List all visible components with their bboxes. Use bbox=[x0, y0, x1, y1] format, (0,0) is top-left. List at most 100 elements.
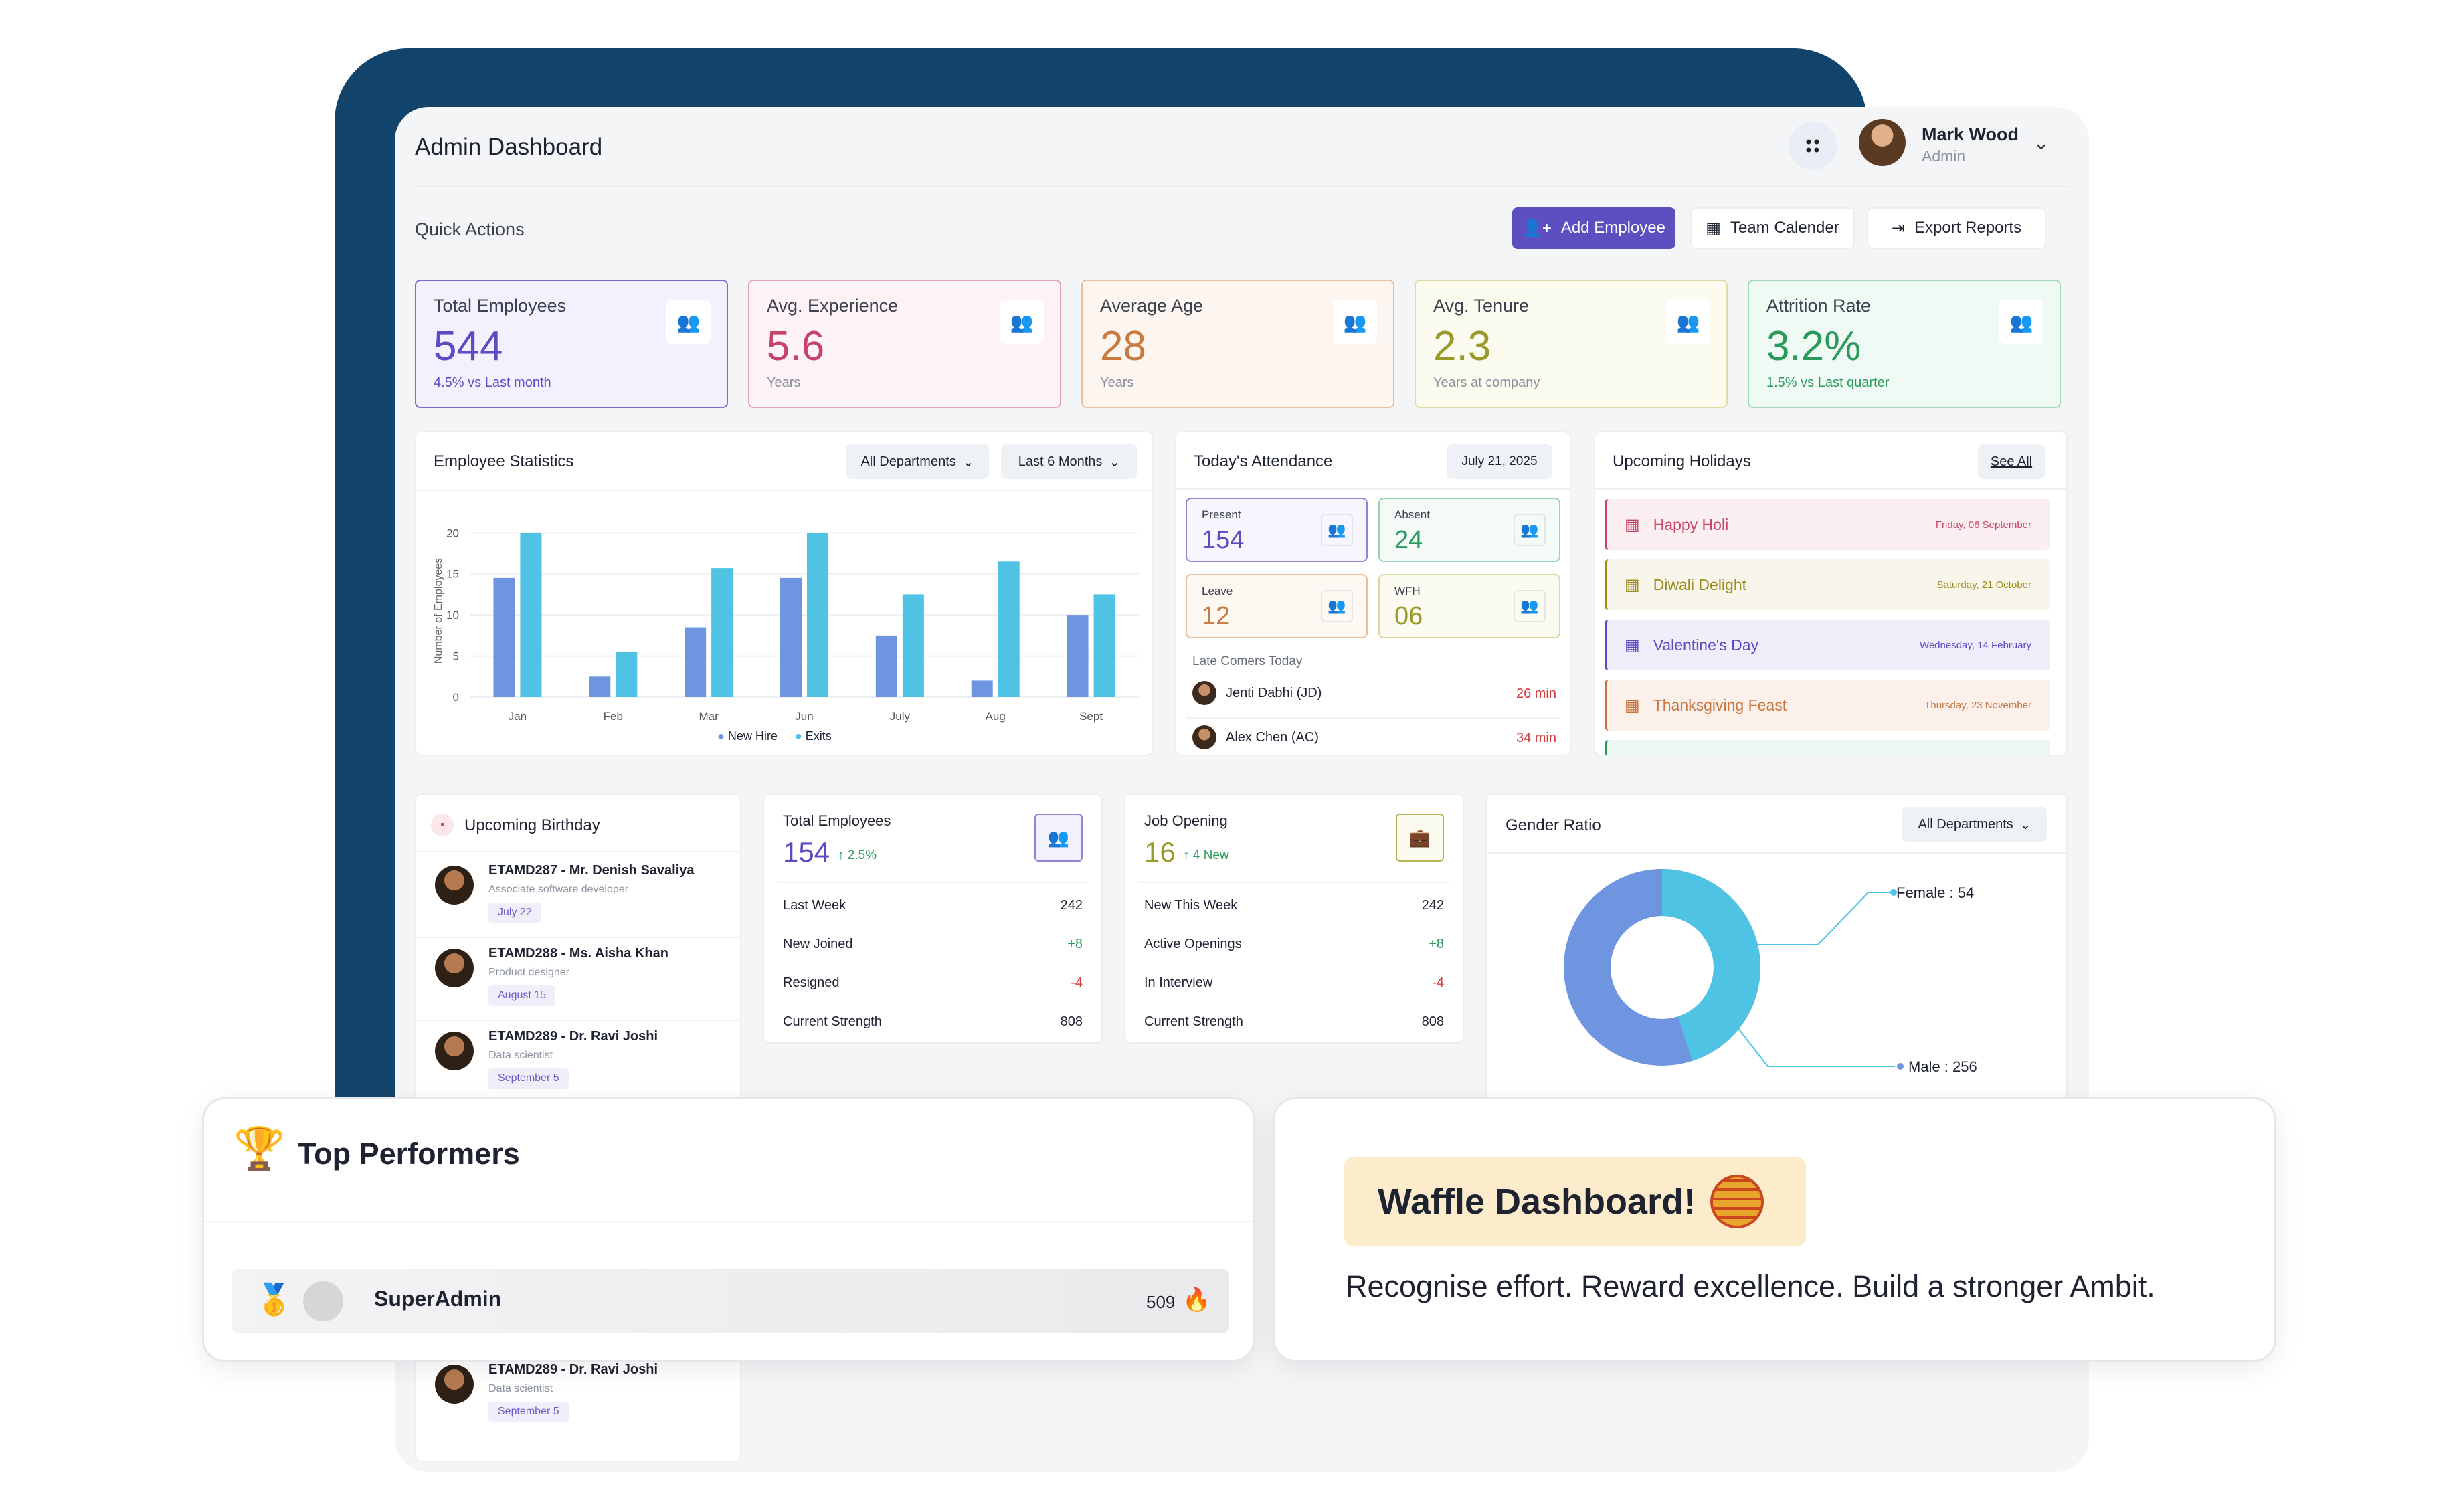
avatar bbox=[435, 866, 474, 905]
y-tick-label: 20 bbox=[446, 527, 459, 539]
avatar bbox=[1192, 681, 1216, 705]
bar-new-hire bbox=[685, 627, 707, 697]
wfh-box: WFH 06 👥 bbox=[1378, 574, 1560, 638]
calendar-icon: ▦ bbox=[1706, 219, 1721, 238]
bar-new-hire bbox=[589, 676, 611, 697]
x-tick-label: Aug bbox=[986, 710, 1006, 723]
total-employees-card: Total Employees 154 ↑ 2.5% 👥 Last Week 24… bbox=[763, 793, 1103, 1044]
calendar-icon: ▦ bbox=[1625, 636, 1640, 654]
top-performers-card: 🏆 Top Performers 🥇 SuperAdmin 509 🔥 bbox=[202, 1097, 1255, 1362]
attendance-card: Today's Attendance July 21, 2025 Present… bbox=[1175, 431, 1571, 756]
birthday-item: ETAMD289 - Dr. Ravi Joshi Data scientist S… bbox=[435, 1029, 658, 1089]
avatar bbox=[435, 949, 474, 987]
calendar-icon: ▦ bbox=[1625, 515, 1640, 534]
top-performers-title: Top Performers bbox=[298, 1137, 520, 1171]
users-icon: 👥 bbox=[1321, 514, 1353, 546]
job-opening-card: Job Opening 16 ↑ 4 New 💼 New This Week 24… bbox=[1124, 793, 1464, 1044]
female-segment bbox=[1564, 869, 1760, 1066]
chevron-down-icon: ⌄ bbox=[2019, 817, 2031, 832]
bar-exits bbox=[711, 568, 733, 697]
x-tick-label: Sept bbox=[1079, 710, 1103, 723]
see-all-link[interactable]: See All bbox=[1978, 444, 2045, 479]
late-comer-row: Jenti Dabhi (JD) bbox=[1192, 681, 1322, 705]
users-icon: 👥 bbox=[1999, 300, 2043, 344]
team-calendar-button[interactable]: ▦ Team Calender bbox=[1690, 207, 1855, 249]
users-icon: 👥 bbox=[1333, 300, 1377, 344]
performer-row[interactable]: 🥇 SuperAdmin 509 🔥 bbox=[232, 1269, 1229, 1333]
bar-new-hire bbox=[875, 635, 897, 697]
bar-exits bbox=[616, 652, 638, 697]
bar-exits bbox=[998, 561, 1020, 697]
users-icon: 👥 bbox=[1000, 300, 1044, 344]
users-icon: 👥 bbox=[1514, 514, 1546, 546]
stat-avg-tenure: Avg. Tenure 2.3 Years at company 👥 bbox=[1415, 280, 1728, 408]
add-employee-button[interactable]: 👤+ Add Employee bbox=[1512, 207, 1675, 249]
waffle-icon bbox=[1710, 1175, 1764, 1228]
apps-grid-button[interactable] bbox=[1789, 122, 1837, 170]
legend-new-hire: New Hire bbox=[727, 729, 778, 743]
stat-value: 28 bbox=[1100, 323, 1146, 369]
avatar bbox=[435, 1032, 474, 1070]
stat-value: 5.6 bbox=[767, 323, 825, 369]
total-employees-value: 154 bbox=[783, 836, 830, 868]
performer-name: SuperAdmin bbox=[374, 1287, 502, 1311]
grid-icon bbox=[1806, 139, 1819, 153]
users-icon: 👥 bbox=[1321, 590, 1353, 622]
avatar bbox=[303, 1281, 343, 1321]
female-label: Female : 54 bbox=[1896, 884, 1975, 901]
x-tick-label: Feb bbox=[604, 710, 623, 723]
birthday-item: ETAMD287 - Mr. Denish Savaliya Associate … bbox=[435, 863, 695, 923]
chevron-down-icon[interactable]: ⌄ bbox=[2033, 132, 2050, 154]
late-comer-row: Alex Chen (AC) bbox=[1192, 725, 1319, 749]
present-box: Present 154 👥 bbox=[1186, 498, 1368, 562]
holidays-card: Upcoming Holidays See All ▦ Happy Holi Fri… bbox=[1594, 431, 2068, 756]
calendar-icon: ▦ bbox=[1625, 696, 1640, 715]
chart-legend: ● New Hire ● Exits bbox=[717, 729, 832, 743]
holiday-item[interactable] bbox=[1605, 740, 2050, 755]
leave-box: Leave 12 👥 bbox=[1186, 574, 1368, 638]
user-name: Mark Wood bbox=[1922, 124, 2019, 145]
birthday-item: ETAMD288 - Ms. Aisha Khan Product designe… bbox=[435, 946, 668, 1006]
x-tick-label: Jun bbox=[795, 710, 813, 723]
stat-value: 2.3 bbox=[1433, 323, 1491, 369]
holiday-item[interactable]: ▦ Diwali Delight Saturday, 21 October bbox=[1605, 559, 2050, 610]
gender-donut-chart bbox=[1564, 869, 1904, 1070]
users-icon: 👥 bbox=[1666, 300, 1710, 344]
quick-actions-label: Quick Actions bbox=[415, 219, 525, 240]
y-tick-label: 10 bbox=[446, 609, 459, 622]
stat-row: Current Strength 808 bbox=[783, 1014, 1083, 1029]
bar-new-hire bbox=[971, 680, 993, 697]
bar-exits bbox=[520, 533, 542, 697]
y-tick-label: 0 bbox=[453, 691, 459, 704]
range-select[interactable]: Last 6 Months ⌄ bbox=[1001, 444, 1138, 479]
bar-new-hire bbox=[1067, 615, 1089, 697]
holiday-item[interactable]: ▦ Happy Holi Friday, 06 September bbox=[1605, 499, 2050, 550]
export-icon: ⇥ bbox=[1891, 219, 1906, 238]
divider bbox=[414, 186, 2070, 187]
performer-score: 509 bbox=[1146, 1292, 1176, 1312]
users-icon: 👥 bbox=[1514, 590, 1546, 622]
employee-bar-chart: 0 5 10 15 20 Number of Employees Jan Feb Mar Jun J… bbox=[433, 527, 1139, 723]
cake-icon: ▪ bbox=[431, 814, 454, 836]
chevron-down-icon: ⌄ bbox=[962, 454, 974, 470]
legend-exits: Exits bbox=[805, 729, 832, 743]
attendance-date[interactable]: July 21, 2025 bbox=[1447, 444, 1552, 479]
bar-exits bbox=[1093, 594, 1115, 697]
export-reports-button[interactable]: ⇥ Export Reports bbox=[1867, 207, 2046, 249]
page-title: Admin Dashboard bbox=[415, 134, 603, 160]
user-role: Admin bbox=[1922, 147, 1966, 165]
fire-icon: 🔥 bbox=[1182, 1287, 1211, 1313]
y-axis-label: Number of Employees bbox=[433, 558, 444, 664]
avatar[interactable] bbox=[1859, 119, 1906, 166]
department-select[interactable]: All Departments ⌄ bbox=[846, 444, 989, 479]
stat-row: In Interview -4 bbox=[1144, 975, 1444, 990]
department-select[interactable]: All Departments ⌄ bbox=[1902, 807, 2047, 842]
holiday-item[interactable]: ▦ Valentine's Day Wednesday, 14 February bbox=[1605, 620, 2050, 670]
chevron-down-icon: ⌄ bbox=[1109, 454, 1121, 470]
avatar bbox=[1192, 725, 1216, 749]
waffle-badge: Waffle Dashboard! bbox=[1344, 1157, 1806, 1246]
stat-attrition-rate: Attrition Rate 3.2% 1.5% vs Last quarter… bbox=[1748, 280, 2061, 408]
holiday-item[interactable]: ▦ Thanksgiving Feast Thursday, 23 November bbox=[1605, 680, 2050, 731]
trophy-icon: 🏆 bbox=[234, 1126, 286, 1172]
users-icon: 👥 bbox=[1034, 814, 1083, 862]
